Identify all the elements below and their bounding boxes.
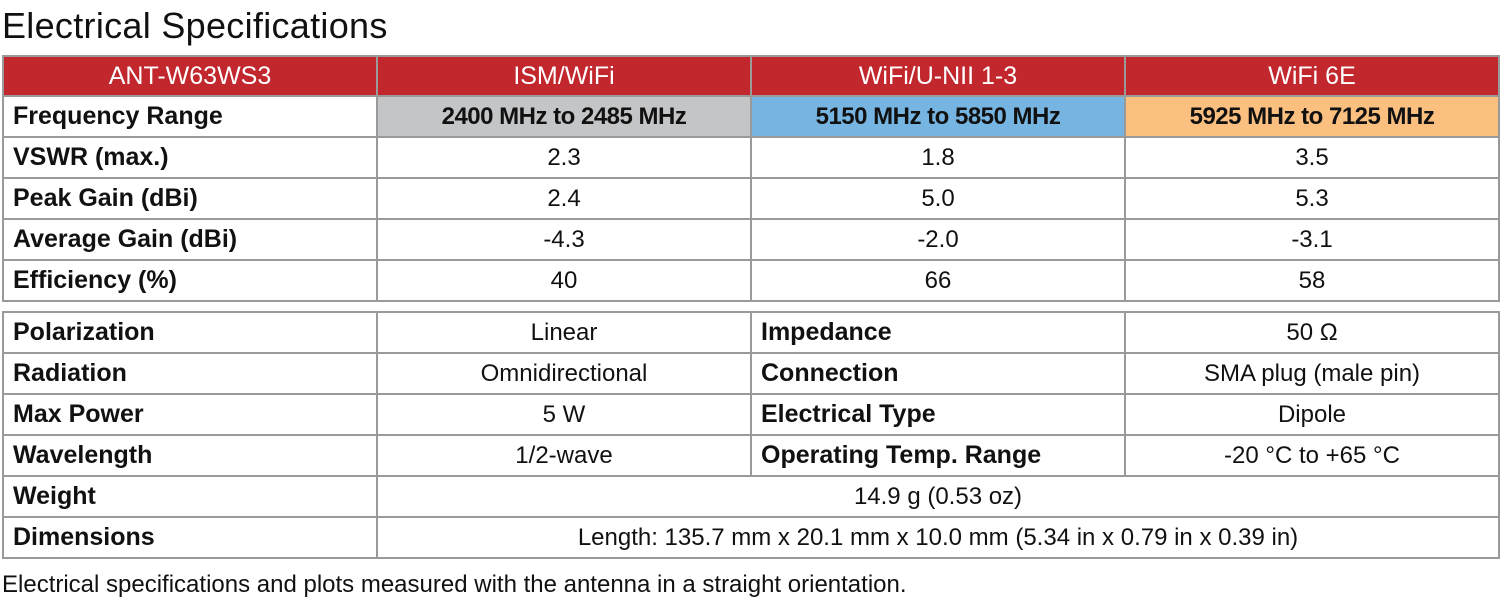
header-ism-wifi: ISM/WiFi — [376, 55, 752, 97]
cell-value: 2400 MHz to 2485 MHz — [376, 95, 752, 138]
cell-value: SMA plug (male pin) — [1124, 352, 1500, 395]
cell-value: 66 — [750, 259, 1126, 302]
row-label: Frequency Range — [2, 95, 378, 138]
table-row-average-gain: Average Gain (dBi) -4.3 -2.0 -3.1 — [2, 218, 1500, 261]
row-label: Connection — [750, 352, 1126, 395]
table-row-frequency-range: Frequency Range 2400 MHz to 2485 MHz 515… — [2, 95, 1500, 138]
cell-value: 14.9 g (0.53 oz) — [376, 475, 1500, 518]
cell-value: 2.3 — [376, 136, 752, 179]
row-label: Weight — [2, 475, 378, 518]
row-label: Peak Gain (dBi) — [2, 177, 378, 220]
cell-value: -4.3 — [376, 218, 752, 261]
cell-value: 5.0 — [750, 177, 1126, 220]
row-label: Operating Temp. Range — [750, 434, 1126, 477]
cell-value: 40 — [376, 259, 752, 302]
page-title: Electrical Specifications — [2, 5, 388, 46]
row-label: Radiation — [2, 352, 378, 395]
cell-value: Omnidirectional — [376, 352, 752, 395]
row-label: Electrical Type — [750, 393, 1126, 436]
cell-value: 50 Ω — [1124, 311, 1500, 354]
cell-value: 1.8 — [750, 136, 1126, 179]
cell-value: 5 W — [376, 393, 752, 436]
cell-value: 5925 MHz to 7125 MHz — [1124, 95, 1500, 138]
header-wifi-6e: WiFi 6E — [1124, 55, 1500, 97]
cell-value: Linear — [376, 311, 752, 354]
cell-value: -3.1 — [1124, 218, 1500, 261]
table-header-row: ANT-W63WS3 ISM/WiFi WiFi/U-NII 1-3 WiFi … — [2, 55, 1500, 97]
cell-value: 5.3 — [1124, 177, 1500, 220]
row-label: Efficiency (%) — [2, 259, 378, 302]
table-row-weight: Weight 14.9 g (0.53 oz) — [2, 475, 1500, 518]
band-specs-table: ANT-W63WS3 ISM/WiFi WiFi/U-NII 1-3 WiFi … — [2, 55, 1500, 302]
cell-value: 58 — [1124, 259, 1500, 302]
table-row-max-power: Max Power 5 W Electrical Type Dipole — [2, 393, 1500, 436]
row-label: Average Gain (dBi) — [2, 218, 378, 261]
table-row-polarization: Polarization Linear Impedance 50 Ω — [2, 311, 1500, 354]
cell-value: -20 °C to +65 °C — [1124, 434, 1500, 477]
cell-value: 3.5 — [1124, 136, 1500, 179]
cell-value: -2.0 — [750, 218, 1126, 261]
cell-value: Length: 135.7 mm x 20.1 mm x 10.0 mm (5.… — [376, 516, 1500, 559]
table-row-vswr: VSWR (max.) 2.3 1.8 3.5 — [2, 136, 1500, 179]
row-label: Max Power — [2, 393, 378, 436]
table-row-efficiency: Efficiency (%) 40 66 58 — [2, 259, 1500, 302]
table-row-peak-gain: Peak Gain (dBi) 2.4 5.0 5.3 — [2, 177, 1500, 220]
cell-value: 5150 MHz to 5850 MHz — [750, 95, 1126, 138]
row-label: Polarization — [2, 311, 378, 354]
table-row-radiation: Radiation Omnidirectional Connection SMA… — [2, 352, 1500, 395]
table-row-dimensions: Dimensions Length: 135.7 mm x 20.1 mm x … — [2, 516, 1500, 559]
footnote: Electrical specifications and plots meas… — [2, 571, 907, 598]
cell-value: Dipole — [1124, 393, 1500, 436]
row-label: Dimensions — [2, 516, 378, 559]
header-wifi-unii: WiFi/U-NII 1-3 — [750, 55, 1126, 97]
general-specs-table: Polarization Linear Impedance 50 Ω Radia… — [2, 311, 1500, 559]
row-label: Wavelength — [2, 434, 378, 477]
header-model: ANT-W63WS3 — [2, 55, 378, 97]
row-label: Impedance — [750, 311, 1126, 354]
cell-value: 2.4 — [376, 177, 752, 220]
row-label: VSWR (max.) — [2, 136, 378, 179]
table-row-wavelength: Wavelength 1/2-wave Operating Temp. Rang… — [2, 434, 1500, 477]
cell-value: 1/2-wave — [376, 434, 752, 477]
